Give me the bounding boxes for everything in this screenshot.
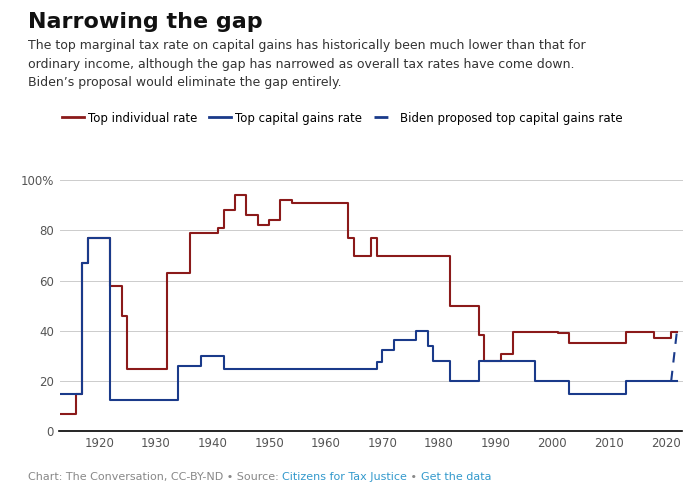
Text: Get the data: Get the data — [421, 472, 491, 482]
Text: Narrowing the gap: Narrowing the gap — [28, 12, 262, 33]
Text: Chart: The Conversation, CC-BY-ND • Source:: Chart: The Conversation, CC-BY-ND • Sour… — [28, 472, 282, 482]
Text: The top marginal tax rate on capital gains has historically been much lower than: The top marginal tax rate on capital gai… — [28, 39, 586, 89]
Text: Citizens for Tax Justice: Citizens for Tax Justice — [282, 472, 407, 482]
Text: •: • — [407, 472, 421, 482]
Legend: Top individual rate, Top capital gains rate, Biden proposed top capital gains ra: Top individual rate, Top capital gains r… — [62, 111, 623, 125]
